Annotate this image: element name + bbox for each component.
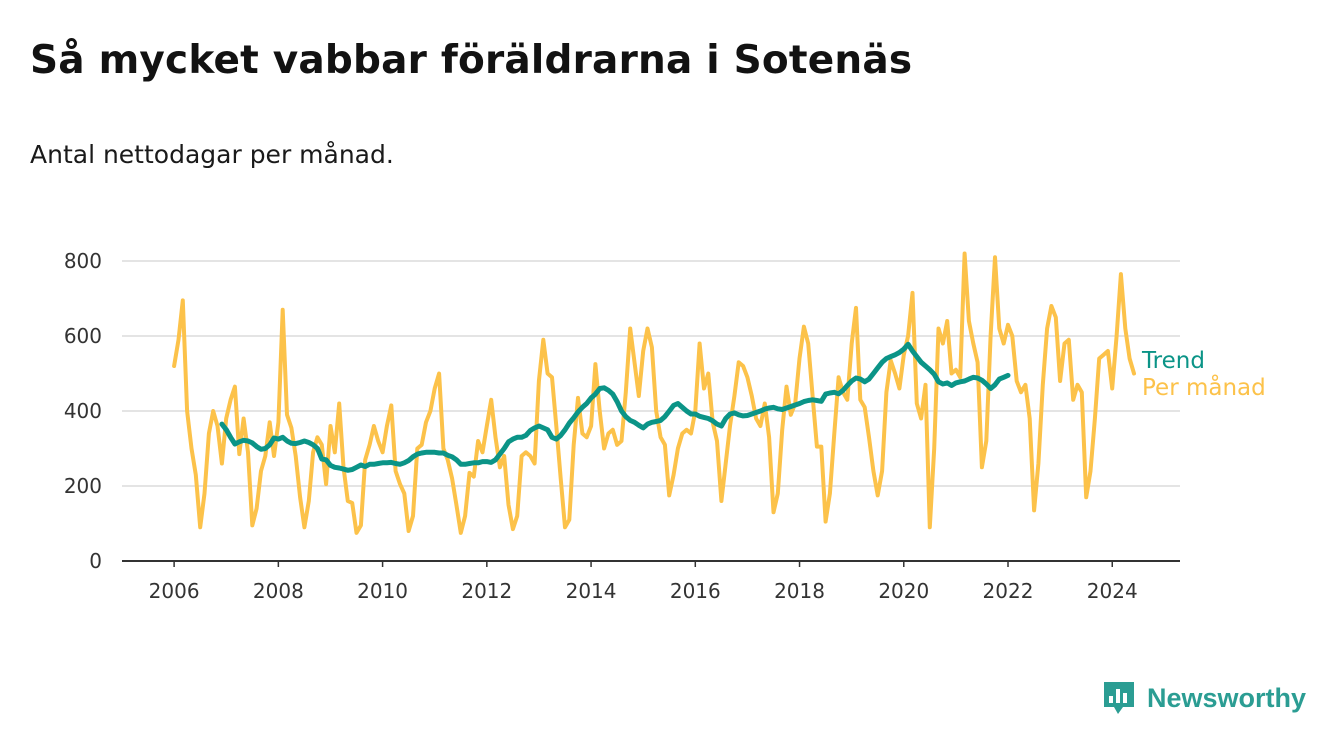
x-tick-label: 2020: [878, 579, 929, 603]
x-tick-label: 2010: [357, 579, 408, 603]
x-axis: 2006 2008 2010 2012 2014 2016 2018 2020 2022 2024: [122, 560, 1180, 603]
y-tick-label: 0: [89, 549, 102, 573]
series-line-per-manad: [172, 251, 1136, 535]
x-tick-label: 2024: [1087, 579, 1138, 603]
chart-subtitle: Antal nettodagar per månad.: [30, 140, 394, 169]
x-tick-label: 2016: [670, 579, 721, 603]
newsworthy-brand: Newsworthy: [1101, 679, 1306, 717]
brand-name: Newsworthy: [1146, 682, 1306, 713]
y-tick-label: 200: [64, 474, 102, 498]
x-tick-label: 2012: [461, 579, 512, 603]
x-tick-label: 2006: [149, 579, 200, 603]
y-axis-ticks: 0 200 400 600 800: [64, 249, 102, 573]
x-tick-label: 2018: [774, 579, 825, 603]
x-tick-label: 2014: [566, 579, 617, 603]
x-tick-label: 2022: [983, 579, 1034, 603]
bar-chart-bubble-icon: [1103, 682, 1134, 714]
legend-label-per-manad: Per månad: [1142, 373, 1266, 401]
series-line-trend: [219, 341, 1011, 473]
chart-title: Så mycket vabbar föräldrarna i Sotenäs: [30, 38, 913, 83]
legend-label-trend: Trend: [1141, 348, 1205, 374]
x-tick-label: 2008: [253, 579, 304, 603]
y-tick-label: 800: [64, 249, 102, 273]
y-tick-label: 400: [64, 399, 102, 423]
y-tick-label: 600: [64, 324, 102, 348]
series-lines: [172, 251, 1136, 535]
